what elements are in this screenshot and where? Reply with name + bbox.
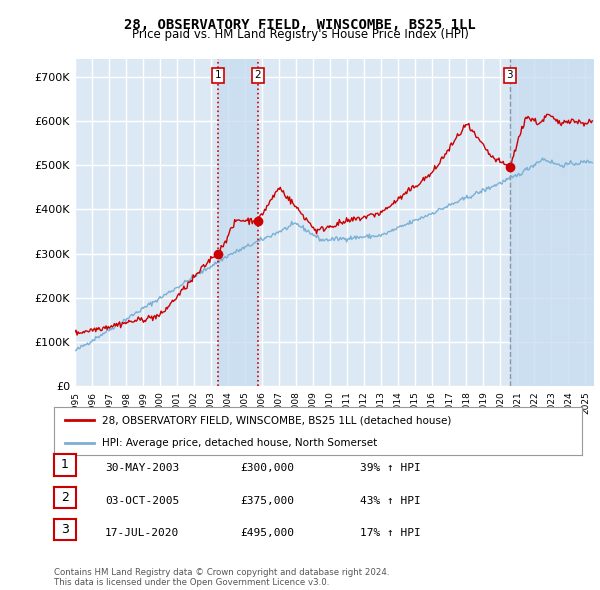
Text: 1: 1 [215,70,221,80]
Text: £375,000: £375,000 [240,496,294,506]
Text: £300,000: £300,000 [240,464,294,473]
Text: 2: 2 [61,491,69,504]
Text: 17% ↑ HPI: 17% ↑ HPI [360,529,421,538]
Text: Contains HM Land Registry data © Crown copyright and database right 2024.
This d: Contains HM Land Registry data © Crown c… [54,568,389,587]
Text: £495,000: £495,000 [240,529,294,538]
Text: 3: 3 [506,70,513,80]
Text: 2: 2 [254,70,261,80]
Text: 3: 3 [61,523,69,536]
Text: 28, OBSERVATORY FIELD, WINSCOMBE, BS25 1LL (detached house): 28, OBSERVATORY FIELD, WINSCOMBE, BS25 1… [101,415,451,425]
Text: Price paid vs. HM Land Registry's House Price Index (HPI): Price paid vs. HM Land Registry's House … [131,28,469,41]
Bar [509,59,594,386]
Text: 28, OBSERVATORY FIELD, WINSCOMBE, BS25 1LL: 28, OBSERVATORY FIELD, WINSCOMBE, BS25 1… [124,18,476,32]
Text: 1: 1 [61,458,69,471]
Text: 43% ↑ HPI: 43% ↑ HPI [360,496,421,506]
Text: 39% ↑ HPI: 39% ↑ HPI [360,464,421,473]
Text: 17-JUL-2020: 17-JUL-2020 [105,529,179,538]
Bar [218,59,258,386]
Text: HPI: Average price, detached house, North Somerset: HPI: Average price, detached house, Nort… [101,438,377,448]
Text: 30-MAY-2003: 30-MAY-2003 [105,464,179,473]
Text: 03-OCT-2005: 03-OCT-2005 [105,496,179,506]
